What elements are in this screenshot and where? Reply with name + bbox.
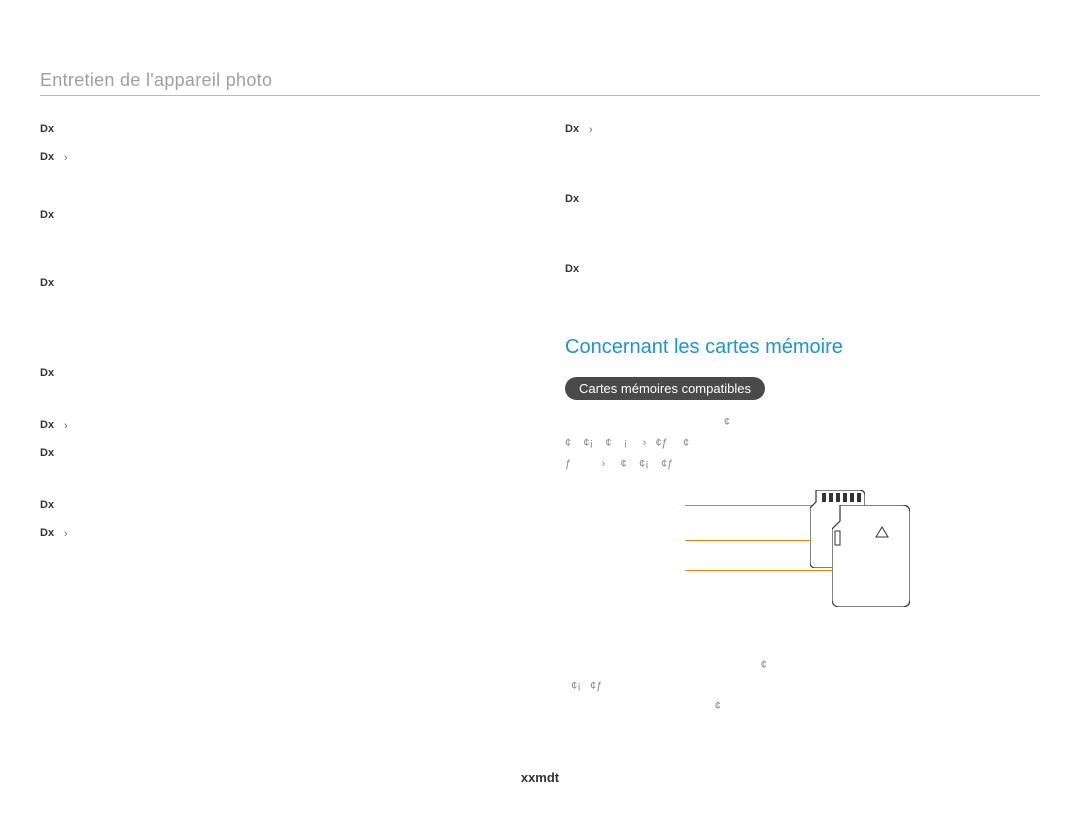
bullet-item: Dx › bbox=[40, 417, 515, 436]
bullet-item: Dx bbox=[40, 497, 515, 515]
page-footer: xxmdt bbox=[0, 770, 1080, 785]
bullet-text: › bbox=[589, 121, 593, 140]
bullet-item: Dx bbox=[565, 261, 1040, 301]
header-rule bbox=[40, 95, 1040, 96]
bullet-marker: Dx bbox=[40, 417, 58, 435]
bullet-text: › bbox=[64, 417, 68, 436]
bullet-marker: Dx bbox=[565, 261, 583, 279]
content-columns: Dx Dx › Dx Dx Dx Dx › bbox=[40, 121, 1040, 717]
bullet-marker: Dx bbox=[40, 121, 58, 139]
bullet-text: › bbox=[64, 525, 68, 544]
bullet-marker: Dx bbox=[40, 525, 58, 543]
bullet-item: Dx › bbox=[40, 149, 515, 197]
bullet-item: Dx › bbox=[565, 121, 1040, 181]
bullet-marker: Dx bbox=[565, 191, 583, 209]
memory-description: ¢ ¢ ¢¡ ¢ ¡ › ¢ƒ ¢ ƒ › ¢ ¢¡ ¢ƒ bbox=[565, 412, 1040, 475]
right-column: Dx › Dx Dx Concernant les cartes mémoire… bbox=[565, 121, 1040, 717]
bullet-marker: Dx bbox=[565, 121, 583, 139]
bullet-marker: Dx bbox=[40, 497, 58, 515]
page-header-title: Entretien de l'appareil photo bbox=[40, 70, 1040, 91]
bullet-marker: Dx bbox=[40, 275, 58, 293]
memory-note: ¢ ¢¡ ¢ƒ ¢ bbox=[565, 655, 1040, 718]
bullet-item: Dx bbox=[40, 121, 515, 139]
compatible-cards-pill: Cartes mémoires compatibles bbox=[565, 377, 765, 400]
bullet-text: › bbox=[64, 149, 68, 168]
bullet-marker: Dx bbox=[40, 149, 58, 167]
bullet-marker: Dx bbox=[40, 365, 58, 383]
bullet-item: Dx › bbox=[40, 525, 515, 585]
sd-card-large-icon bbox=[832, 505, 910, 607]
bullet-item: Dx bbox=[40, 207, 515, 265]
sd-card-diagram bbox=[565, 485, 1040, 645]
bullet-item: Dx bbox=[40, 365, 515, 407]
bullet-marker: Dx bbox=[40, 207, 58, 225]
bullet-item: Dx bbox=[40, 445, 515, 487]
bullet-item: Dx bbox=[40, 275, 515, 355]
bullet-item: Dx bbox=[565, 191, 1040, 251]
left-column: Dx Dx › Dx Dx Dx Dx › bbox=[40, 121, 515, 717]
memory-section-title: Concernant les cartes mémoire bbox=[565, 336, 1040, 359]
bullet-marker: Dx bbox=[40, 445, 58, 463]
